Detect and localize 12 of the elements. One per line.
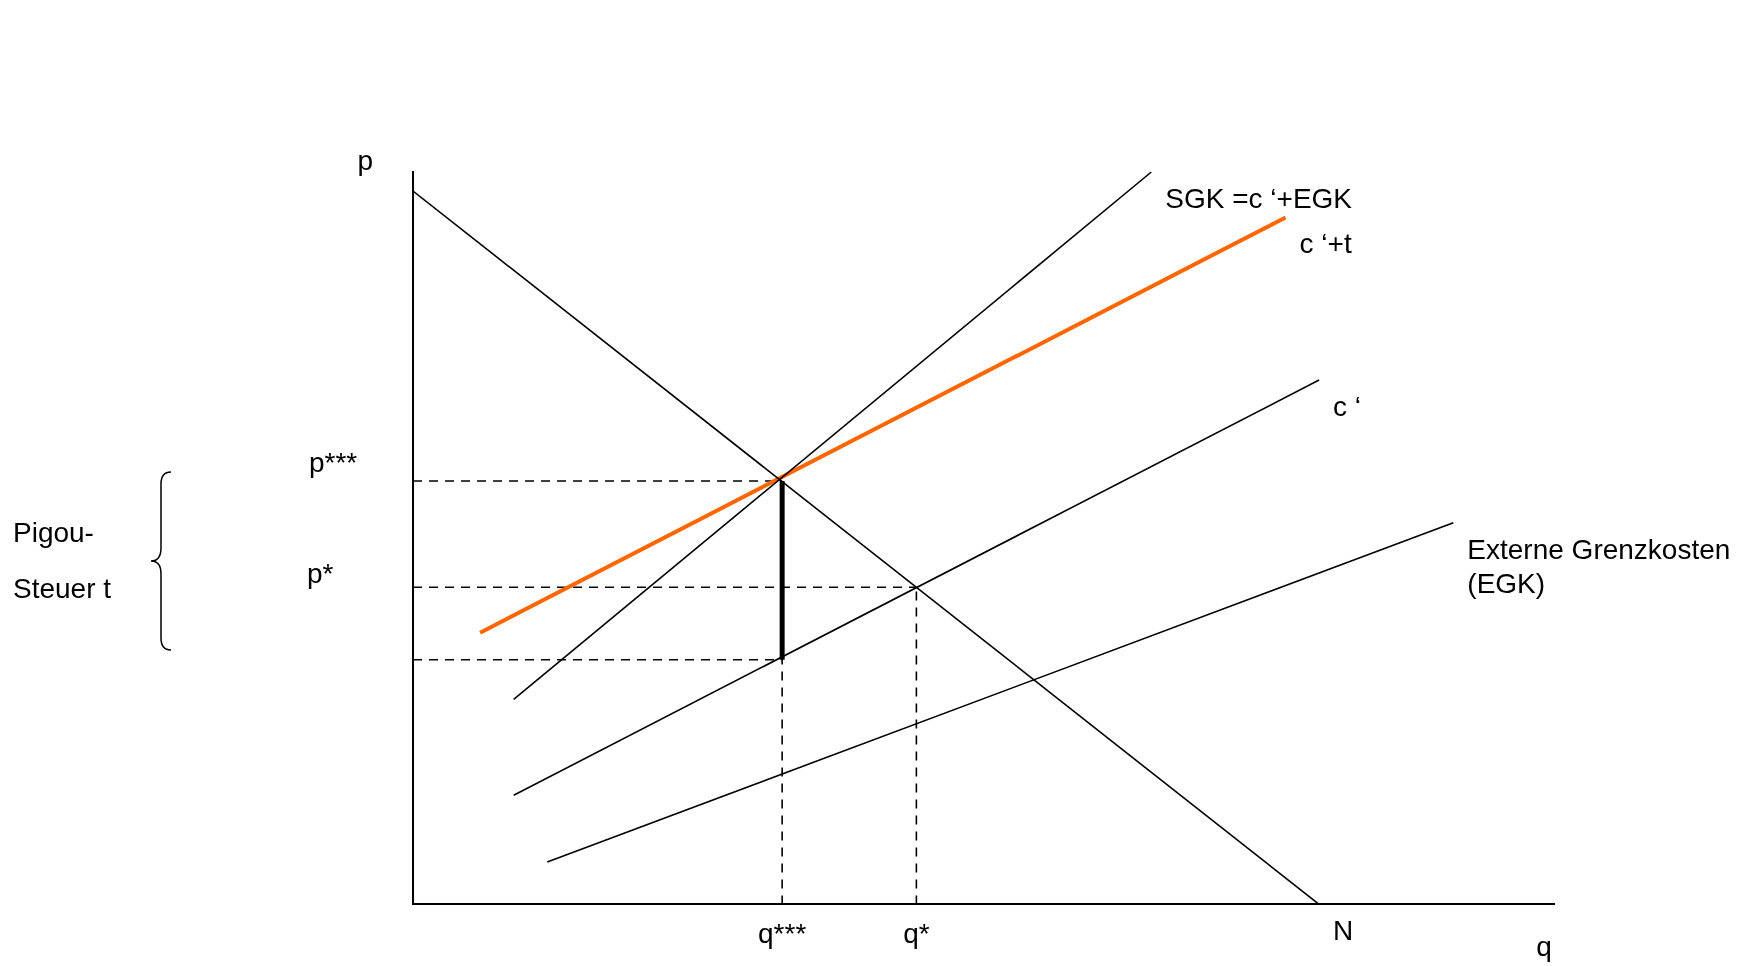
series-label: c ‘ — [1333, 390, 1362, 422]
series-label: N — [1333, 915, 1354, 947]
text: p* — [307, 558, 335, 590]
x-tick-label: q*** — [758, 917, 807, 949]
series-label: Externe Grenzkosten (EGK) — [1467, 533, 1731, 599]
y-axis-title: p — [357, 144, 373, 176]
x-tick-label: q* — [903, 917, 930, 949]
series-label: c ‘+t — [1299, 228, 1352, 260]
text: Pigou-Steuer t — [13, 516, 113, 606]
text: p*** — [309, 447, 359, 479]
x-axis-title: q — [1536, 931, 1552, 963]
series-label: SGK =c ‘+EGK — [1165, 182, 1353, 214]
